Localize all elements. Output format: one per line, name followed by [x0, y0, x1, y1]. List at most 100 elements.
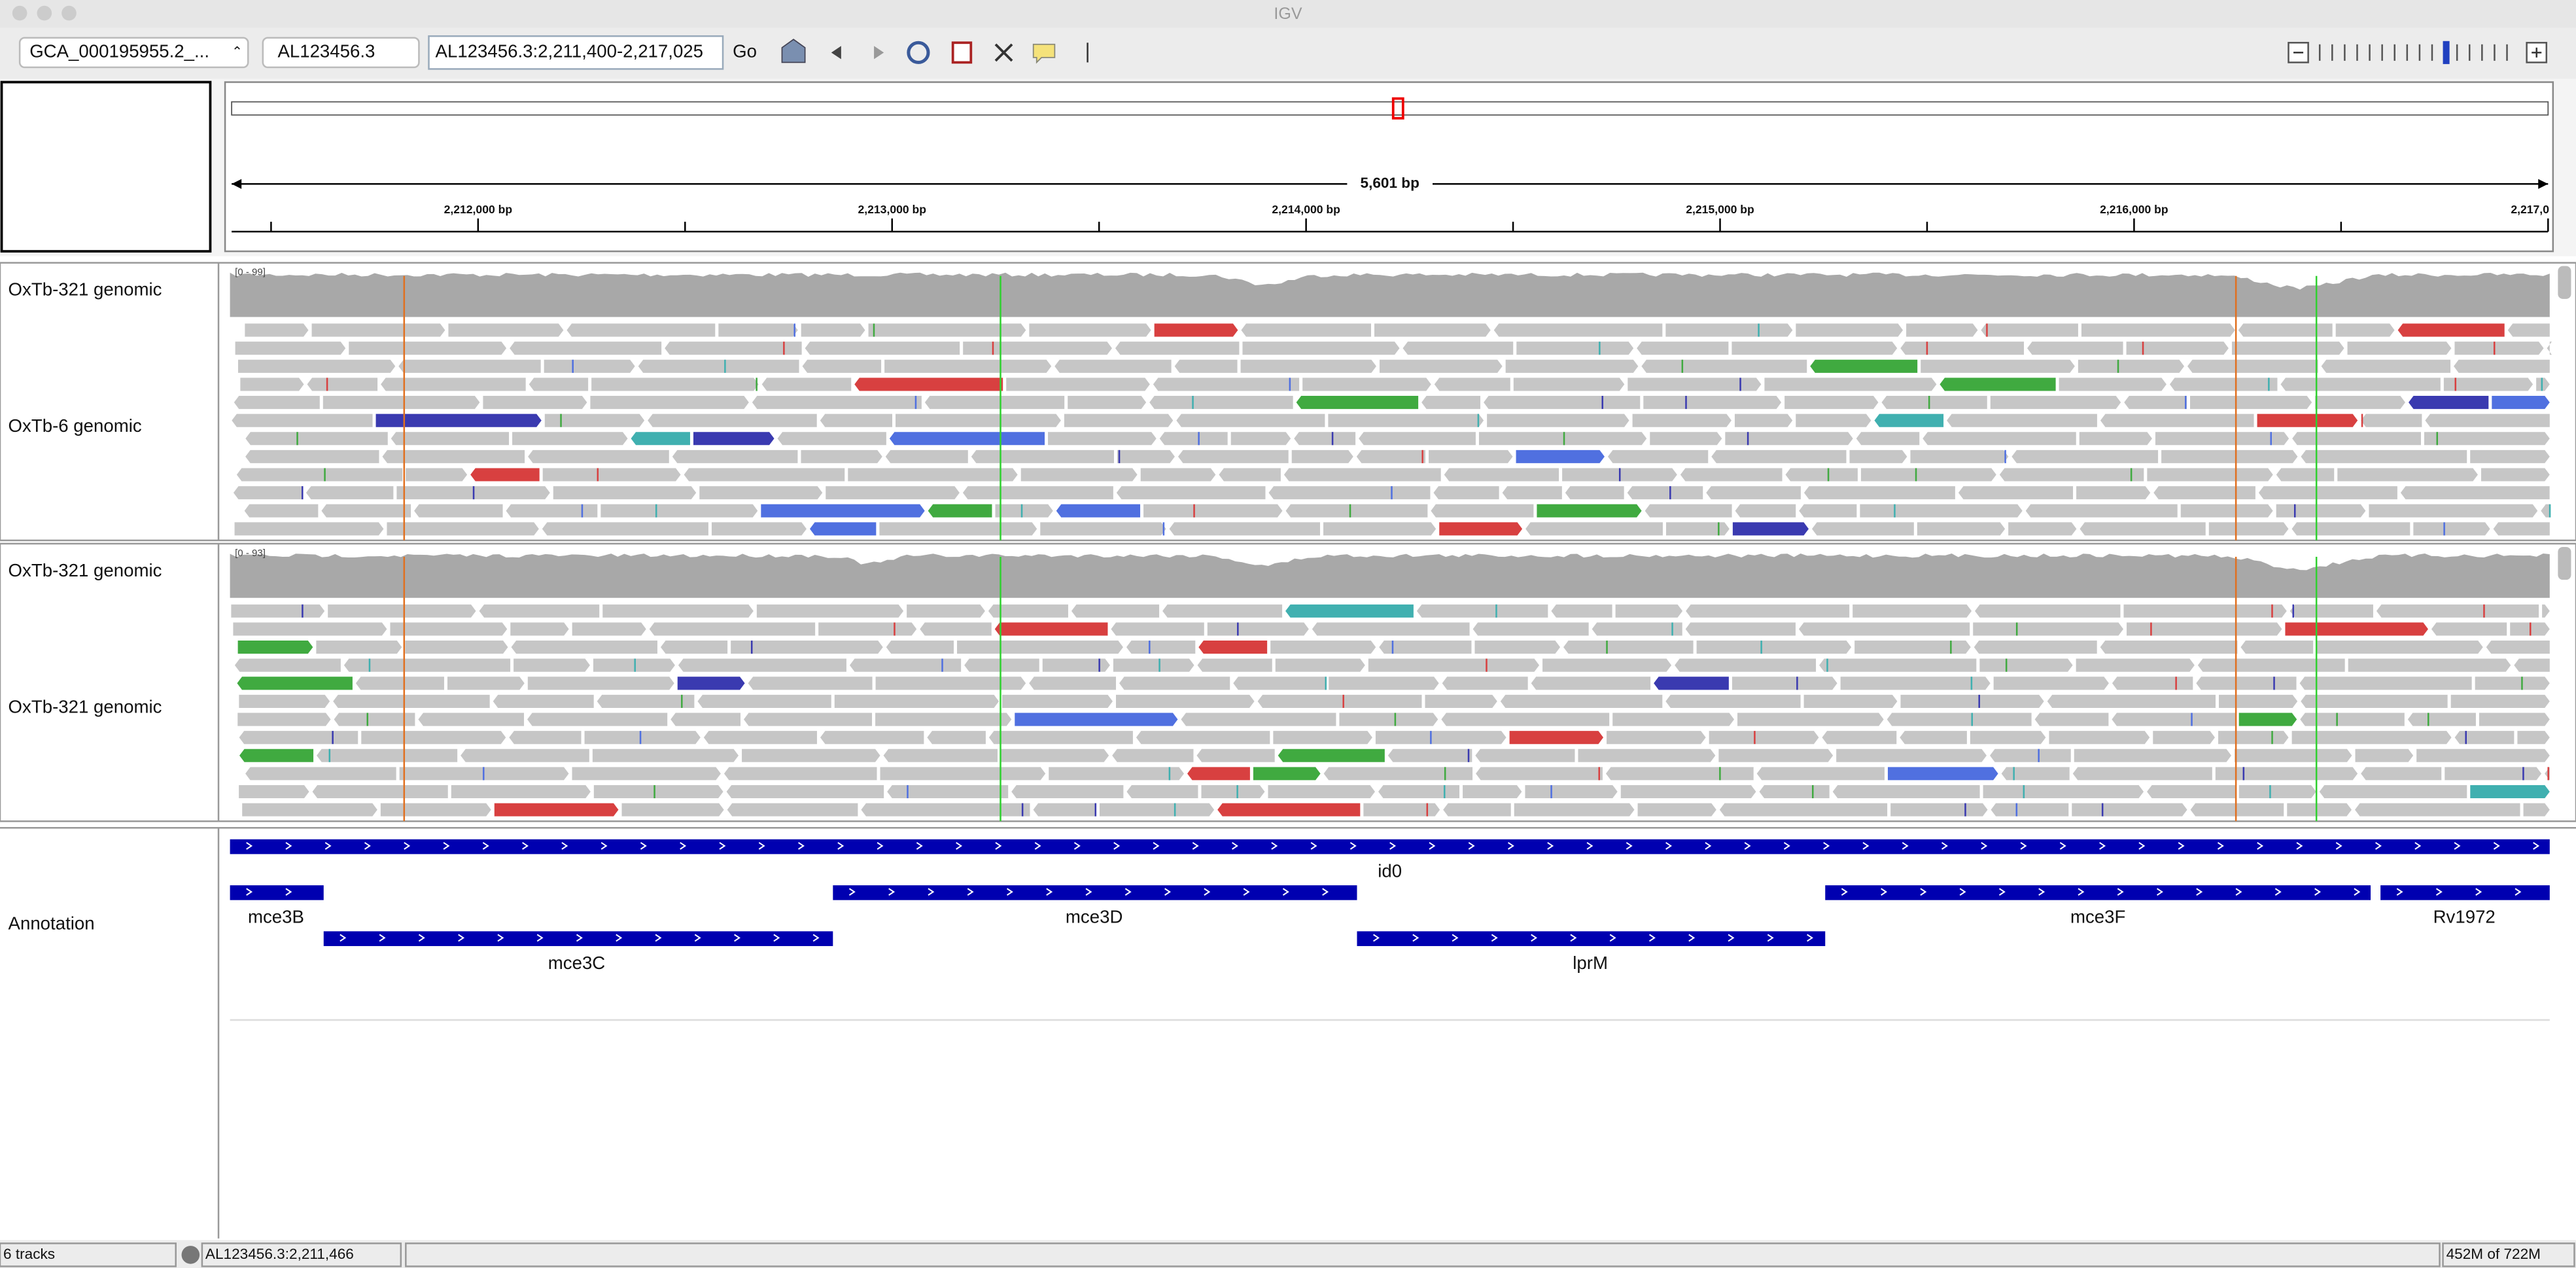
mismatch [2117, 359, 2119, 373]
read [1650, 432, 1722, 446]
strand-arrow [719, 841, 726, 850]
read [1387, 748, 1472, 762]
read [1230, 432, 1291, 446]
genome-select[interactable] [18, 37, 249, 69]
read [2196, 677, 2297, 690]
read [2276, 504, 2366, 518]
read [1734, 414, 1793, 427]
track-name[interactable]: OxTb-321 genomic [9, 560, 162, 580]
genome-arrows: ⌃ [232, 45, 243, 60]
status-bar [0, 1240, 2576, 1268]
status-box-position [201, 1242, 402, 1267]
colored-read [1732, 522, 1809, 536]
mismatch [634, 658, 636, 672]
read [1475, 748, 1575, 762]
track-name[interactable]: OxTb-6 genomic [9, 415, 142, 436]
gene[interactable] [323, 931, 833, 946]
read [236, 468, 403, 482]
read [2001, 767, 2070, 781]
read [1442, 677, 1528, 690]
gene[interactable] [1825, 885, 2371, 900]
strand-arrow [1862, 841, 1870, 850]
read [848, 468, 1018, 482]
colored-read [1810, 359, 1918, 373]
read [1999, 468, 2144, 482]
read [731, 641, 883, 654]
read [513, 658, 590, 672]
mismatch [302, 604, 304, 618]
zoom-window-button[interactable] [61, 5, 77, 21]
read [245, 432, 388, 446]
read [2470, 449, 2550, 463]
mismatch [1758, 323, 1760, 337]
read [2238, 323, 2333, 337]
read [2235, 748, 2352, 762]
read [1140, 468, 1216, 482]
chromosome-select[interactable] [262, 37, 420, 69]
strand-arrow [1124, 888, 1132, 896]
resize-button[interactable] [994, 43, 1013, 62]
track-name[interactable]: OxTb-321 genomic [9, 279, 162, 300]
read [1474, 641, 1561, 654]
read [670, 713, 740, 726]
read [2400, 486, 2550, 500]
locus-box[interactable] [428, 35, 724, 70]
read [1719, 803, 1888, 817]
strand-arrow [1547, 841, 1554, 850]
gene[interactable] [1357, 931, 1826, 946]
go-button[interactable]: Go [733, 41, 757, 62]
read [382, 449, 525, 463]
read [2480, 468, 2550, 482]
read [461, 748, 589, 762]
gene[interactable] [230, 885, 324, 900]
annotation-track-name[interactable]: Annotation [9, 913, 95, 934]
read [1974, 641, 2097, 654]
minimize-button[interactable] [37, 5, 52, 21]
read [957, 641, 1123, 654]
strand-arrow [1389, 841, 1397, 850]
read [1709, 731, 1819, 745]
ruler-tick-label: 2,216,000 bp [2100, 203, 2168, 216]
strand-arrow [364, 841, 371, 850]
read [2112, 713, 2236, 726]
back-button[interactable] [831, 46, 841, 60]
mismatch [992, 342, 994, 355]
read [2190, 395, 2312, 410]
read [1983, 784, 2144, 799]
read [311, 323, 445, 337]
gene[interactable] [2380, 885, 2550, 900]
mismatch [2361, 414, 2363, 427]
read [511, 641, 657, 654]
roi-button[interactable] [951, 41, 973, 64]
gene[interactable] [833, 885, 1357, 900]
popup-button[interactable] [1032, 43, 1056, 64]
mismatch [1421, 449, 1423, 463]
read [1117, 449, 1175, 463]
mismatch [1394, 713, 1397, 726]
mismatch [1739, 378, 1741, 391]
read [868, 323, 1026, 337]
mismatch [2293, 504, 2296, 518]
read [1029, 677, 1117, 690]
forward-button[interactable] [874, 46, 884, 60]
read [2079, 432, 2152, 446]
mismatch [581, 504, 583, 518]
close-button[interactable] [12, 5, 27, 21]
read [2100, 641, 2238, 654]
read [886, 641, 954, 654]
track-name[interactable]: OxTb-321 genomic [9, 696, 162, 716]
zoom-widget[interactable] [2288, 41, 2548, 64]
colored-read [1439, 522, 1523, 536]
read [316, 641, 402, 654]
read [1006, 378, 1150, 391]
home-button[interactable] [781, 39, 806, 63]
mismatch [326, 378, 328, 391]
mismatch [1915, 468, 1917, 482]
gene[interactable] [230, 839, 2550, 854]
refresh-button[interactable] [907, 41, 930, 64]
mismatch [2270, 432, 2272, 446]
read [2208, 522, 2289, 536]
read [2454, 731, 2515, 745]
read [328, 604, 476, 618]
read [621, 803, 724, 817]
